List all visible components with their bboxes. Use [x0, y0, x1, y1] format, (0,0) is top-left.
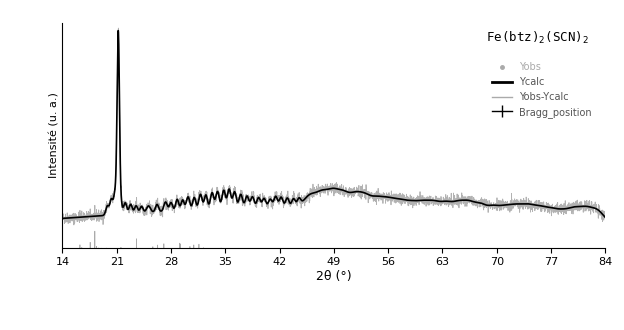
X-axis label: 2θ (°): 2θ (°) [316, 270, 352, 283]
Text: Fe(btz)$_2$(SCN)$_2$: Fe(btz)$_2$(SCN)$_2$ [486, 30, 589, 46]
Y-axis label: Intensité (u. a.): Intensité (u. a.) [50, 92, 60, 178]
Legend: Yobs, Ycalc, Yobs-Ycalc, Bragg_position: Yobs, Ycalc, Yobs-Ycalc, Bragg_position [489, 59, 595, 121]
